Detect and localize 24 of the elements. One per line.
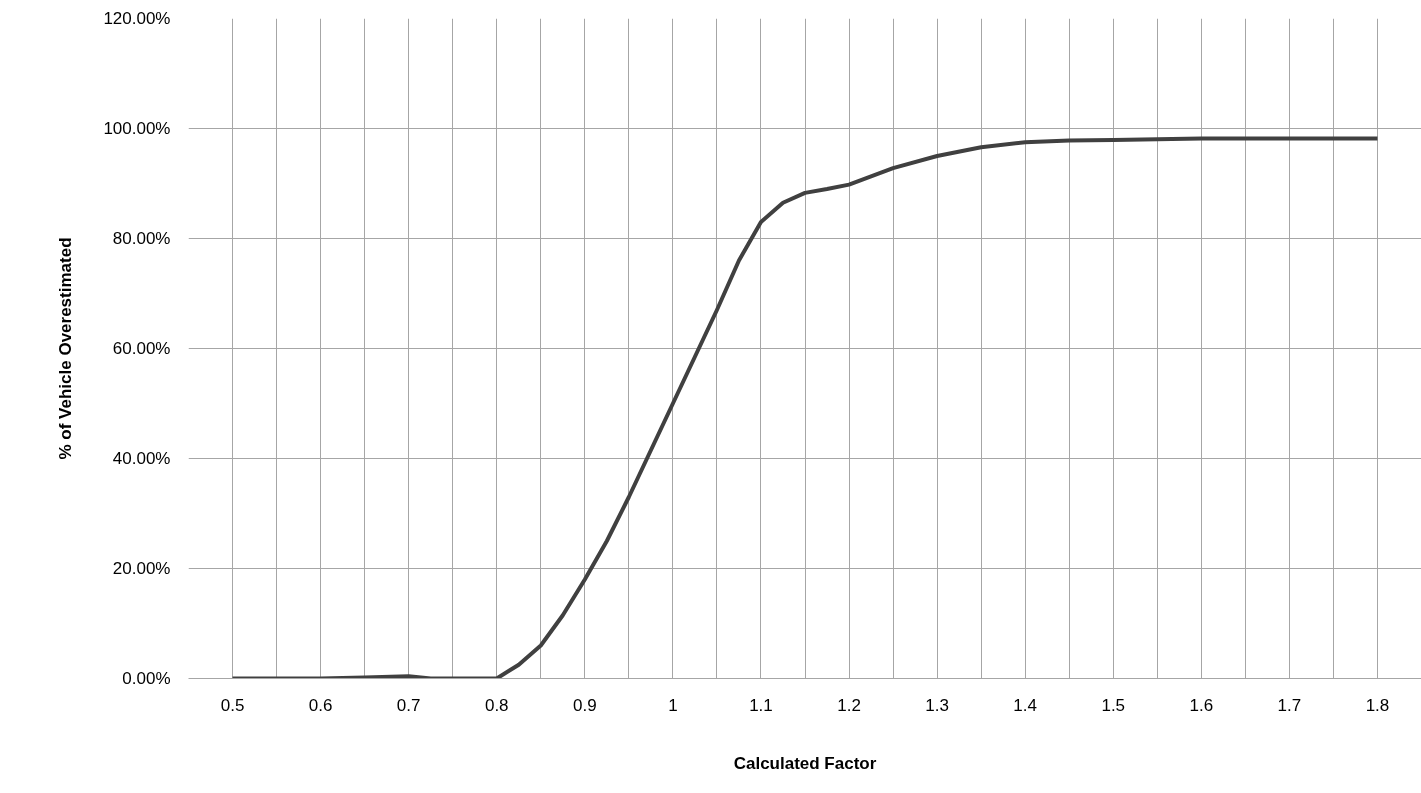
y-tick-label: 120.00%: [103, 9, 171, 28]
x-tick-label: 0.6: [308, 695, 333, 715]
x-tick-label: 1.5: [1101, 695, 1126, 715]
y-axis-title: % of Vehicle Overestimated: [56, 237, 76, 460]
line-series: [230, 136, 1380, 679]
x-tick-label: 0.5: [220, 695, 245, 715]
x-axis-title: Calculated Factor: [733, 753, 877, 773]
x-tick-label: 1.1: [749, 695, 773, 715]
y-tick-label: 40.00%: [112, 449, 171, 468]
y-tick-label: 80.00%: [112, 229, 171, 248]
x-tick-label: 1.7: [1277, 695, 1302, 715]
x-tick-label: 0.9: [573, 695, 597, 715]
x-tick-label: 1.6: [1189, 695, 1214, 715]
x-tick-label: 0.7: [396, 695, 421, 715]
y-tick-label: 100.00%: [103, 119, 171, 138]
x-tick-label: 1.8: [1365, 695, 1390, 715]
x-tick-label: 0.8: [484, 695, 509, 715]
y-tick-label: 0.00%: [122, 669, 171, 688]
x-tick-label: 1.4: [1013, 695, 1037, 715]
x-tick-label: 1.3: [925, 695, 949, 715]
y-tick-label: 20.00%: [112, 559, 171, 578]
x-tick-label: 1: [668, 695, 678, 715]
x-tick-label: 1.2: [837, 695, 861, 715]
y-tick-label: 60.00%: [112, 339, 171, 358]
